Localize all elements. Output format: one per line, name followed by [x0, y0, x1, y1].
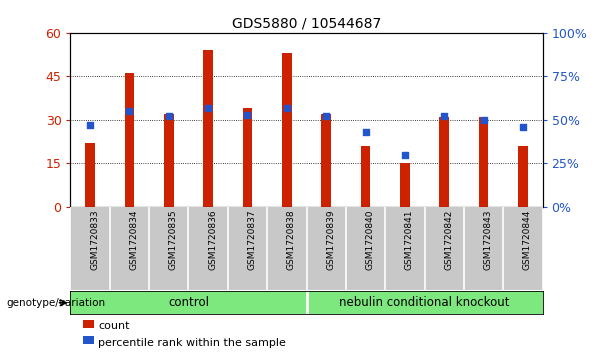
Point: [321, 113, 331, 119]
Text: GSM1720835: GSM1720835: [169, 209, 178, 270]
Point: [85, 122, 95, 128]
Bar: [124, 73, 134, 207]
Text: genotype/variation: genotype/variation: [6, 298, 105, 308]
Text: GSM1720836: GSM1720836: [208, 209, 217, 270]
Bar: [518, 146, 528, 207]
Point: [518, 124, 528, 130]
Bar: [400, 163, 409, 207]
Text: GSM1720833: GSM1720833: [90, 209, 99, 270]
Bar: [85, 143, 95, 207]
Bar: [321, 114, 331, 207]
Bar: [204, 50, 213, 207]
Text: GDS5880 / 10544687: GDS5880 / 10544687: [232, 16, 381, 30]
Text: GSM1720839: GSM1720839: [326, 209, 335, 270]
Bar: [479, 117, 489, 207]
Bar: [243, 108, 253, 207]
Bar: [282, 53, 292, 207]
Text: GSM1720840: GSM1720840: [365, 209, 375, 270]
Text: GSM1720844: GSM1720844: [523, 209, 532, 270]
Text: GSM1720838: GSM1720838: [287, 209, 296, 270]
Text: GSM1720841: GSM1720841: [405, 209, 414, 270]
Point: [243, 112, 253, 118]
Text: GSM1720842: GSM1720842: [444, 209, 453, 270]
Text: percentile rank within the sample: percentile rank within the sample: [98, 338, 286, 348]
Point: [360, 129, 370, 135]
Point: [164, 113, 173, 119]
Text: nebulin conditional knockout: nebulin conditional knockout: [339, 296, 510, 309]
Point: [440, 113, 449, 119]
Text: control: control: [168, 296, 209, 309]
Point: [400, 152, 409, 158]
Point: [204, 105, 213, 110]
Point: [124, 108, 134, 114]
Bar: [440, 117, 449, 207]
Text: count: count: [98, 321, 129, 331]
Bar: [360, 146, 370, 207]
Point: [479, 117, 489, 123]
Bar: [164, 114, 173, 207]
Text: GSM1720834: GSM1720834: [129, 209, 139, 270]
Text: GSM1720837: GSM1720837: [248, 209, 256, 270]
Point: [282, 105, 292, 110]
Text: GSM1720843: GSM1720843: [484, 209, 492, 270]
